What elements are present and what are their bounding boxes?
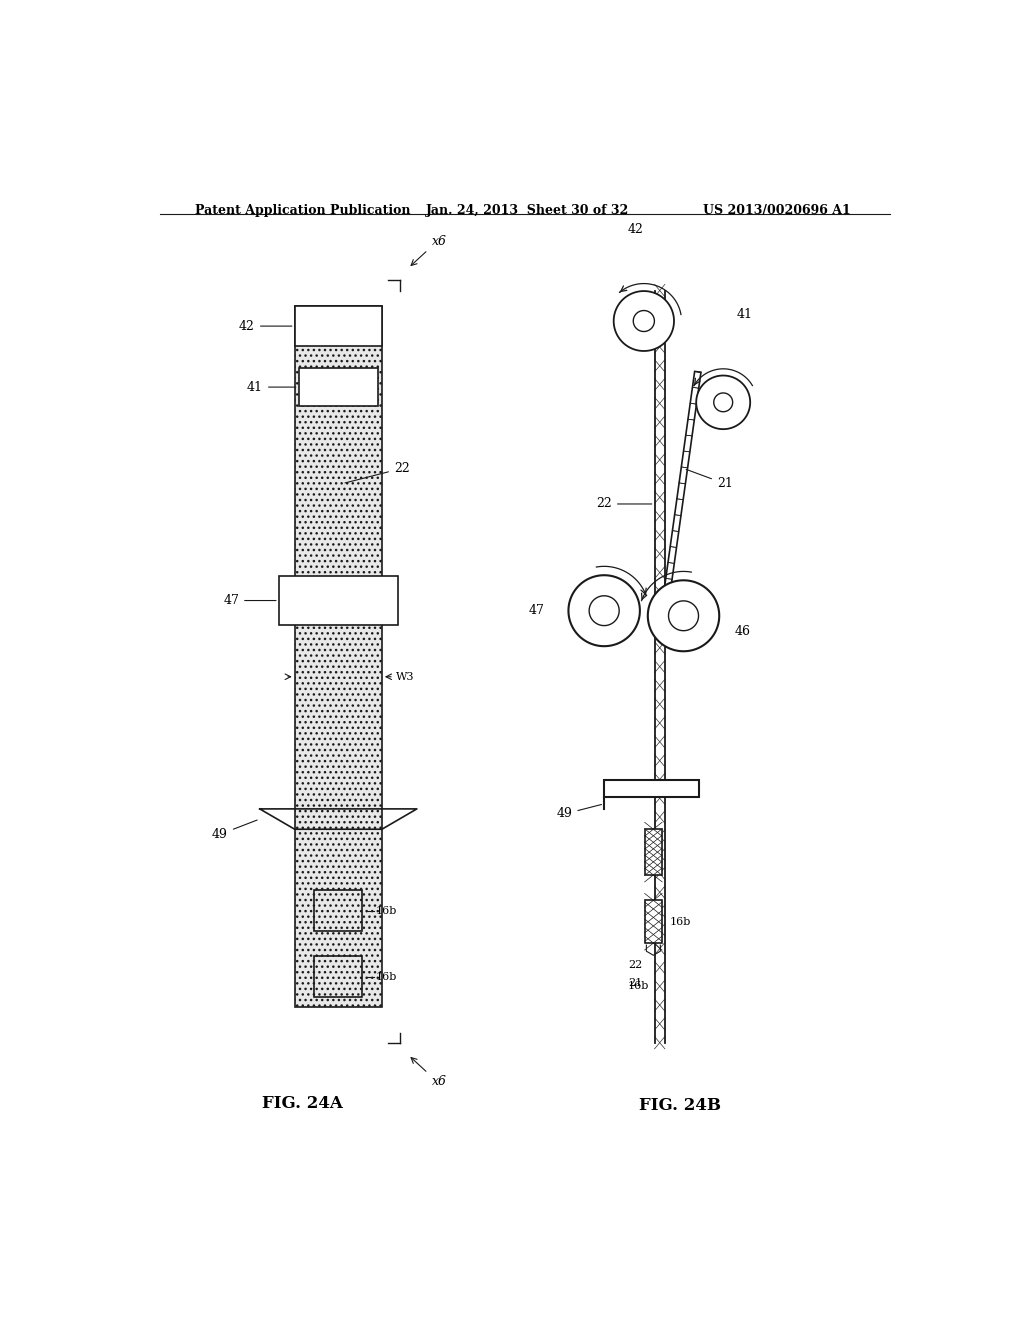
Text: 16b: 16b [627, 981, 648, 991]
Text: W3: W3 [396, 672, 415, 681]
Text: 42: 42 [239, 319, 292, 333]
Text: 47: 47 [528, 605, 545, 618]
Text: Patent Application Publication: Patent Application Publication [196, 205, 411, 216]
Polygon shape [604, 780, 699, 797]
Bar [295, 306, 382, 346]
Text: 46: 46 [735, 624, 751, 638]
Text: FIG. 24A: FIG. 24A [262, 1096, 343, 1113]
Bar [645, 900, 663, 942]
Bar [645, 829, 663, 875]
Text: 41: 41 [247, 380, 296, 393]
Polygon shape [662, 371, 701, 611]
Text: 16b: 16b [376, 972, 397, 982]
Polygon shape [613, 292, 674, 351]
Polygon shape [696, 375, 751, 429]
Bar [314, 890, 362, 931]
Polygon shape [633, 310, 654, 331]
Bar [314, 956, 362, 997]
Bar [314, 890, 362, 931]
Text: 22: 22 [596, 498, 651, 511]
Text: US 2013/0020696 A1: US 2013/0020696 A1 [703, 205, 851, 216]
Text: FIG. 24B: FIG. 24B [639, 1097, 721, 1114]
Text: 22: 22 [345, 462, 410, 483]
Polygon shape [648, 581, 719, 651]
Text: 21: 21 [686, 470, 733, 490]
Text: x6: x6 [432, 235, 446, 248]
Text: 47: 47 [223, 594, 276, 607]
Bar [314, 956, 362, 997]
Polygon shape [568, 576, 640, 647]
Text: 41: 41 [736, 308, 753, 321]
Text: 49: 49 [212, 820, 257, 841]
Bar [299, 368, 378, 407]
Bar [279, 576, 397, 624]
Text: 22: 22 [628, 961, 642, 970]
Bar [295, 306, 382, 1007]
Text: Jan. 24, 2013  Sheet 30 of 32: Jan. 24, 2013 Sheet 30 of 32 [426, 205, 629, 216]
Text: 49: 49 [557, 804, 601, 821]
Text: 21: 21 [628, 978, 642, 987]
Text: 42: 42 [628, 223, 644, 236]
Polygon shape [589, 595, 620, 626]
Text: 16b: 16b [376, 906, 397, 916]
Polygon shape [669, 601, 698, 631]
Text: 16b: 16b [670, 916, 691, 927]
Polygon shape [714, 393, 732, 412]
Bar [295, 306, 382, 1007]
Text: x6: x6 [432, 1076, 446, 1088]
